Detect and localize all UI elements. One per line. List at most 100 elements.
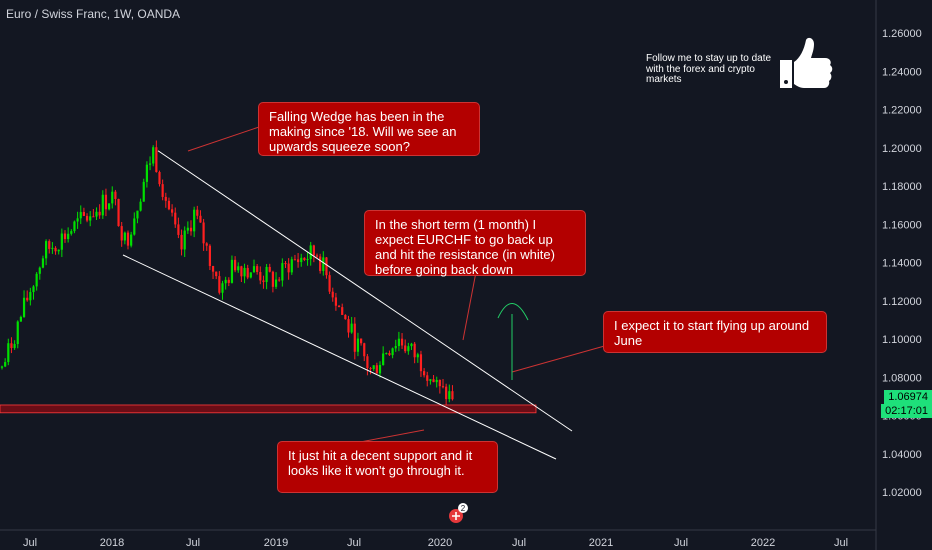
callout-pointer	[511, 344, 609, 373]
time-tick-label: 2019	[264, 537, 288, 549]
candle-body	[372, 365, 375, 370]
candle-body	[274, 279, 278, 287]
candle-body	[89, 216, 92, 221]
time-tick-label: 2018	[100, 537, 124, 549]
candle-body	[410, 343, 413, 347]
time-tick-label: 2020	[428, 537, 452, 549]
candle-body	[4, 362, 7, 367]
wedge-resistance-line	[157, 150, 573, 432]
candle-body	[152, 147, 155, 164]
candle-body	[114, 191, 117, 199]
candle-body	[407, 346, 410, 352]
candle-body	[117, 198, 120, 227]
candle-body	[218, 276, 221, 293]
candle-body	[268, 266, 271, 272]
candle-body	[322, 257, 325, 271]
support-zone	[0, 404, 537, 414]
candle-body	[290, 259, 293, 273]
follow-text: Follow me to stay up to date with the fo…	[646, 53, 772, 85]
candle-body	[382, 353, 385, 366]
candle-body	[391, 348, 394, 356]
candle-body	[29, 292, 32, 301]
candle-body	[41, 258, 45, 268]
candle-body	[136, 210, 139, 219]
candle-body	[416, 354, 419, 358]
candle-body	[300, 257, 303, 263]
candle-body	[48, 241, 51, 249]
last-price-label: 1.06974	[884, 390, 932, 404]
projection-arrow	[497, 303, 529, 321]
candle-body	[350, 323, 353, 333]
candle-body	[230, 259, 234, 283]
candle-body	[237, 266, 240, 271]
candle-body	[363, 343, 366, 357]
candle-body	[193, 209, 196, 232]
candle-body	[174, 212, 177, 225]
candle-body	[73, 221, 76, 232]
candle-body	[344, 314, 347, 320]
candle-body	[183, 230, 186, 250]
price-tick-label: 1.24000	[882, 66, 922, 78]
candle-body	[256, 266, 259, 272]
candle-body	[111, 191, 114, 204]
time-tick-label: Jul	[674, 537, 688, 549]
candle-body	[104, 194, 108, 210]
candle-body	[419, 354, 423, 372]
candle-body	[123, 232, 126, 241]
candle-body	[293, 259, 297, 261]
candle-body	[284, 263, 287, 265]
chart-overlays	[0, 125, 609, 460]
candle-body	[385, 353, 388, 355]
candle-body	[205, 243, 208, 246]
candle-body	[95, 211, 98, 217]
candle-body	[70, 231, 73, 234]
price-tick-label: 1.18000	[882, 181, 922, 193]
candle-body	[199, 215, 202, 223]
candle-body	[347, 319, 350, 333]
notification-count: 2	[461, 504, 466, 513]
candle-body	[356, 338, 360, 352]
candle-body	[211, 265, 215, 272]
candle-body	[360, 338, 363, 344]
time-tick-label: Jul	[512, 537, 526, 549]
candle-body	[171, 209, 174, 213]
candle-body	[429, 379, 432, 381]
candle-body	[341, 307, 344, 315]
candle-body	[240, 266, 243, 277]
candle-body	[130, 234, 133, 246]
callout-june: I expect it to start flying up around Ju…	[603, 311, 827, 353]
candle-body	[312, 245, 315, 256]
time-tick-label: 2021	[589, 537, 613, 549]
candle-body	[243, 267, 246, 277]
candle-body	[271, 271, 274, 287]
candle-body	[51, 247, 54, 249]
candle-body	[337, 305, 341, 308]
candle-body	[234, 259, 237, 271]
candle-body	[164, 196, 167, 201]
candle-body	[331, 291, 334, 298]
price-axis: 1.26000 1.24000 1.22000 1.20000 1.18000 1.160…	[875, 0, 922, 550]
candle-body	[278, 279, 281, 281]
price-tick-label: 1.14000	[882, 258, 922, 270]
candle-body	[139, 201, 142, 211]
candle-body	[145, 164, 148, 182]
candle-body	[79, 212, 82, 219]
candle-body	[249, 272, 252, 278]
candle-body	[63, 233, 67, 240]
candle-body	[32, 286, 35, 293]
candle-body	[167, 200, 171, 210]
candle-body	[388, 353, 391, 356]
price-tick-label: 1.08000	[882, 372, 922, 384]
candle-body	[45, 241, 48, 259]
candle-body	[196, 209, 199, 216]
callout-short-term: In the short term (1 month) I expect EUR…	[364, 210, 586, 277]
candle-body	[133, 218, 136, 235]
candle-body	[158, 172, 161, 185]
bar-countdown-label: 02:17:01	[881, 404, 932, 418]
candlestick-series	[0, 140, 454, 407]
notification-icon[interactable]: 2	[447, 503, 469, 525]
candle-body	[161, 184, 164, 197]
candle-body	[252, 266, 256, 273]
candle-body	[375, 365, 378, 374]
